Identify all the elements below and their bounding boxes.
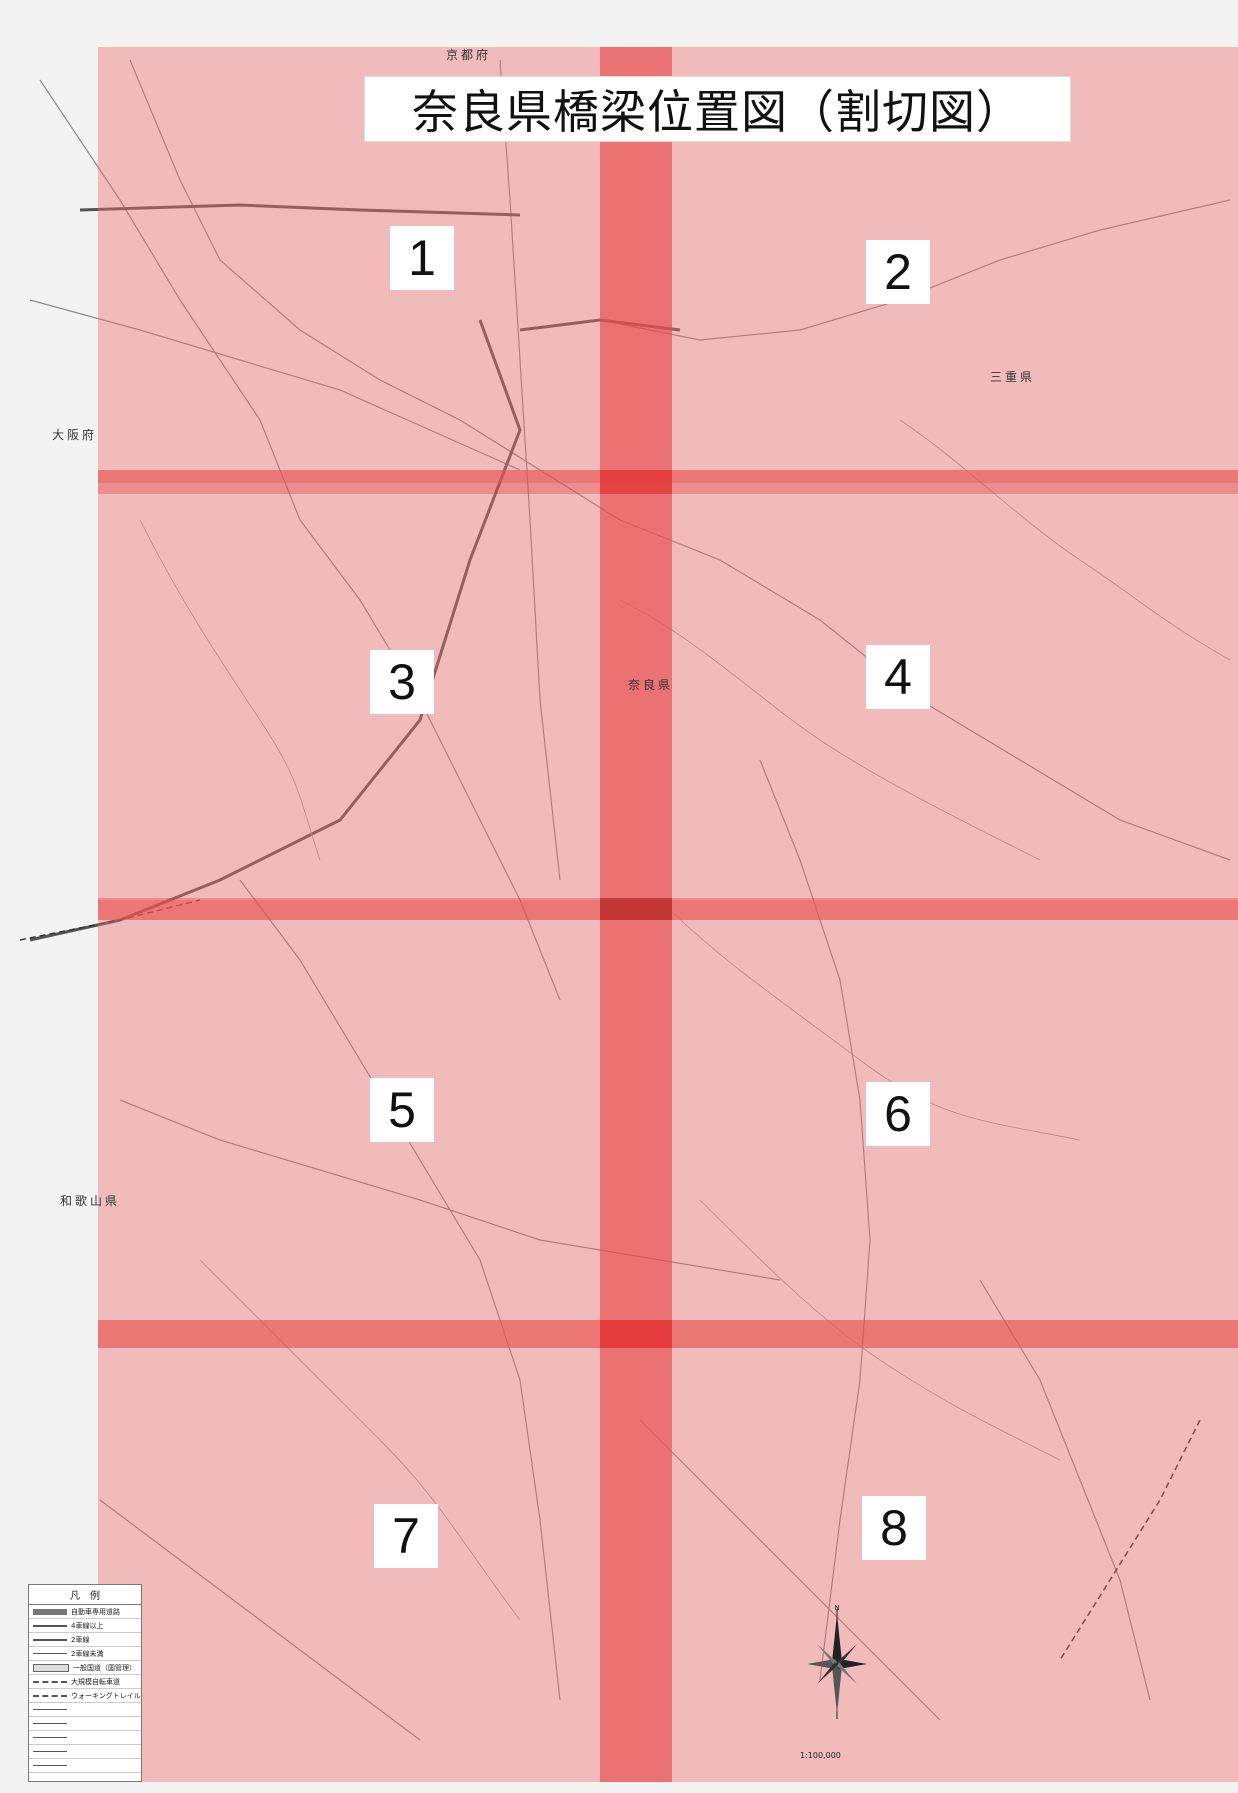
prefecture-label-osaka: 大阪府: [52, 428, 98, 442]
prefecture-label-nara: 奈良県: [628, 678, 674, 692]
prefecture-label-mie: 三重県: [990, 370, 1036, 384]
overlap-center-3: [600, 1320, 672, 1348]
prefecture-label-kyoto: 京都府: [446, 48, 492, 62]
legend-row: [29, 1759, 141, 1773]
railway: [19, 899, 1201, 1661]
legend-item: 大規模自転車道: [71, 1677, 120, 1686]
legend-row: [29, 1717, 141, 1731]
prefecture-label-wakayama: 和歌山県: [60, 1194, 121, 1208]
legend-row: [29, 1731, 141, 1745]
legend-row: [29, 1745, 141, 1759]
overlap-center-1: [600, 470, 672, 494]
grid-label-7: 7: [374, 1504, 438, 1568]
legend-row: 4車線以上: [29, 1619, 141, 1633]
legend-item: 自動車専用道路: [71, 1607, 120, 1616]
major-roads: [29, 203, 681, 942]
grid-label-6: 6: [866, 1082, 930, 1146]
legend-row: ウォーキングトレイル: [29, 1689, 141, 1703]
grid-label-2: 2: [866, 240, 930, 304]
compass-rose-icon: N: [807, 1604, 867, 1719]
map-scale: 1:100,000: [800, 1751, 841, 1760]
grid-label-3: 3: [370, 650, 434, 714]
legend-row: 2車線: [29, 1633, 141, 1647]
grid-label-5: 5: [370, 1078, 434, 1142]
grid-label-1: 1: [390, 226, 454, 290]
legend-row: 一般国道（国管理）: [29, 1661, 141, 1675]
legend-item: 一般国道（国管理）: [73, 1663, 136, 1672]
legend-row: 2車線未満: [29, 1647, 141, 1661]
legend-row: [29, 1703, 141, 1717]
map-legend: 凡 例 自動車専用道路 4車線以上 2車線 2車線未満 一般国道（国管理） 大規…: [28, 1584, 142, 1782]
legend-row: 大規模自転車道: [29, 1675, 141, 1689]
overlap-center-2: [600, 898, 672, 920]
legend-item: ウォーキングトレイル: [71, 1691, 141, 1700]
legend-item: 2車線未満: [71, 1649, 104, 1658]
contours: [139, 419, 1231, 1621]
legend-item: 2車線: [71, 1635, 90, 1644]
road-network: [29, 59, 1231, 1741]
map-title: 奈良県橋梁位置図（割切図）: [364, 76, 1071, 142]
svg-text:N: N: [834, 1604, 839, 1612]
legend-title: 凡 例: [29, 1585, 141, 1605]
grid-label-4: 4: [866, 645, 930, 709]
legend-item: 4車線以上: [71, 1621, 104, 1630]
legend-row: 自動車専用道路: [29, 1605, 141, 1619]
grid-label-8: 8: [862, 1496, 926, 1560]
